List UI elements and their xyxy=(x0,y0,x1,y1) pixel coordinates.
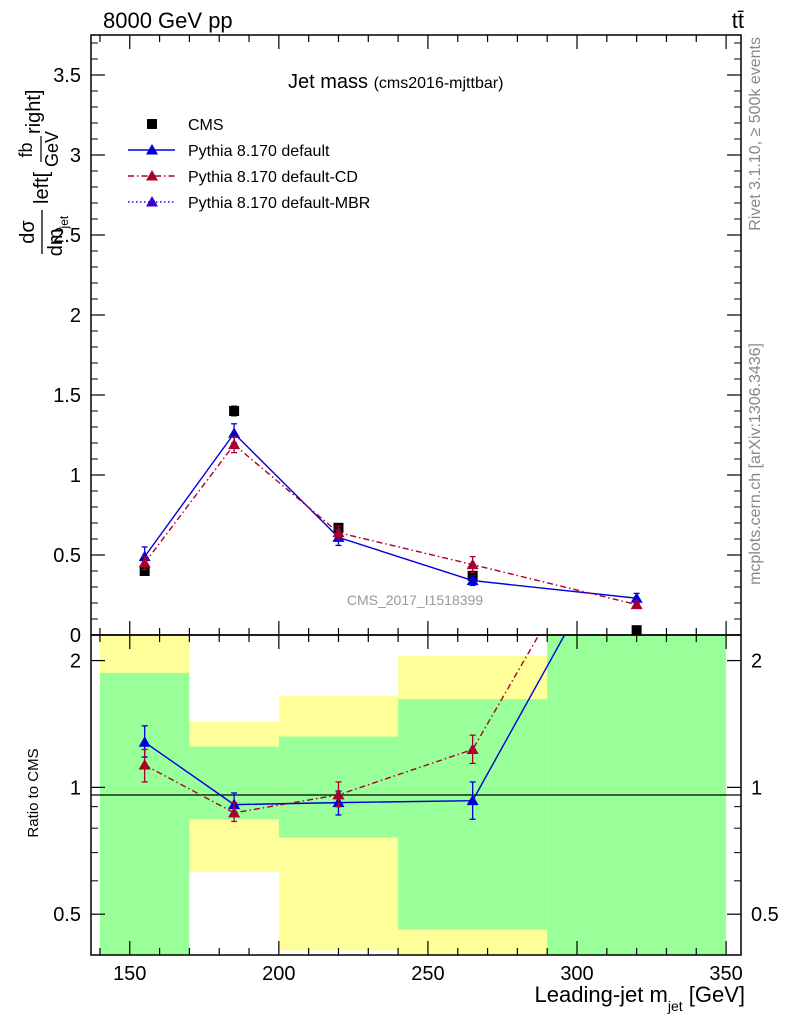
xtick-label-0: 150 xyxy=(113,963,146,985)
legend-label-0: CMS xyxy=(188,117,224,134)
ylabel-frac-den: GeV xyxy=(42,131,62,167)
ratio-point-1-1 xyxy=(228,806,241,818)
mc-point-2-2 xyxy=(332,526,345,538)
legend-entry-3: Pythia 8.170 default-MBR xyxy=(128,195,370,212)
analysis-watermark: CMS_2017_I1518399 xyxy=(347,592,483,608)
main-data xyxy=(138,405,643,635)
mc-point-2-0 xyxy=(138,557,151,568)
ylabel-den: dmjet xyxy=(45,215,71,256)
main-ytick-label-1: 0.5 xyxy=(53,545,81,567)
mc-point-1-3 xyxy=(466,574,479,586)
ratio-ytick-label-right-1: 1 xyxy=(751,777,762,799)
xtick-label-1: 200 xyxy=(262,963,295,985)
legend-entry-1: Pythia 8.170 default xyxy=(128,143,330,160)
header-left: 8000 GeV pp xyxy=(103,8,233,33)
xtick-label-3: 300 xyxy=(560,963,593,985)
x-axis: 150 200 250 300 350 xyxy=(99,35,743,985)
ratio-point-0-0 xyxy=(138,736,151,747)
ratio-ytick-label-2: 2 xyxy=(70,651,81,673)
mc-point-2-3 xyxy=(466,558,479,570)
legend-label-3: Pythia 8.170 default-MBR xyxy=(188,195,370,212)
legend-marker-2 xyxy=(146,170,158,181)
mc-point-2-4 xyxy=(630,598,643,610)
legend-marker-3 xyxy=(146,196,158,207)
main-ytick-label-3: 1.5 xyxy=(53,385,81,407)
main-title: Jet mass (cms2016-mjttbar) xyxy=(288,71,503,93)
ratio-data xyxy=(138,635,566,823)
main-ytick-label-5: 2.5 xyxy=(53,225,81,247)
main-y-label: dσ dmjet left[ fb GeV right] xyxy=(16,90,71,257)
ratio-ytick-label-right-0: 0.5 xyxy=(751,904,779,926)
ratio-y-axis: 0.5 0.5 1 1 2 2 xyxy=(53,651,779,927)
band-green-0 xyxy=(99,672,190,955)
ratio-ytick-label-right-2: 2 xyxy=(751,651,762,673)
legend-entry-0: CMS xyxy=(147,117,224,134)
legend-label-2: Pythia 8.170 default-CD xyxy=(188,169,358,186)
ratio-frame xyxy=(90,634,742,956)
mc-point-1-1 xyxy=(228,427,241,438)
main-ytick-label-4: 2 xyxy=(70,305,81,327)
main-y-axis: 0 0.5 1 1.5 2 2.5 3 3.5 xyxy=(53,42,741,647)
mc-point-2-1 xyxy=(228,438,241,450)
xtick-label-2: 250 xyxy=(411,963,444,985)
ylabel-frac-num: fb xyxy=(16,142,36,157)
ylabel-num: dσ xyxy=(17,220,39,244)
legend-marker-1 xyxy=(146,144,158,155)
header-right: tt̄ xyxy=(732,8,744,33)
xtick-label-4: 350 xyxy=(709,963,742,985)
mc-point-1-4 xyxy=(630,592,643,603)
ratio-point-1-2 xyxy=(332,788,345,800)
ratio-ytick-label-0: 0.5 xyxy=(53,904,81,926)
ratio-point-1-0 xyxy=(138,759,151,770)
main-ytick-label-6: 3 xyxy=(70,145,81,167)
ratio-point-1-3 xyxy=(466,743,479,755)
cms-point-1 xyxy=(229,406,240,416)
series-line-2 xyxy=(144,443,637,606)
cms-point-0 xyxy=(139,566,150,576)
x-axis-label: Leading-jet mjet [GeV] xyxy=(535,982,745,1014)
main-ytick-label-7: 3.5 xyxy=(53,65,81,87)
main-title-suffix: (cms2016-mjttbar) xyxy=(374,75,504,92)
main-ytick-label-0: 0 xyxy=(70,625,81,647)
legend-marker-0 xyxy=(147,119,157,129)
mcplots-label: mcplots.cern.ch [arXiv:1306.3436] xyxy=(747,343,764,585)
x-axis-label-unit: [GeV] xyxy=(689,982,745,1007)
ratio-y-label: Ratio to CMS xyxy=(25,748,42,837)
legend: CMS Pythia 8.170 default Pythia 8.170 defa… xyxy=(128,117,370,212)
legend-entry-2: Pythia 8.170 default-CD xyxy=(128,169,358,186)
x-axis-label-sub: jet xyxy=(667,998,683,1014)
rivet-label: Rivet 3.1.10, ≥ 500k events xyxy=(747,37,764,231)
ratio-ytick-label-1: 1 xyxy=(70,777,81,799)
ylabel-den-sub: jet xyxy=(57,215,71,229)
cms-point-4 xyxy=(631,625,642,635)
ylabel-right: right] xyxy=(23,90,45,134)
main-ytick-label-2: 1 xyxy=(70,465,81,487)
main-title-text: Jet mass xyxy=(288,71,368,93)
series-line-1 xyxy=(144,432,637,599)
ylabel-left: left[ xyxy=(31,171,53,204)
ratio-point-0-3 xyxy=(466,794,479,806)
legend-label-1: Pythia 8.170 default xyxy=(188,143,330,160)
